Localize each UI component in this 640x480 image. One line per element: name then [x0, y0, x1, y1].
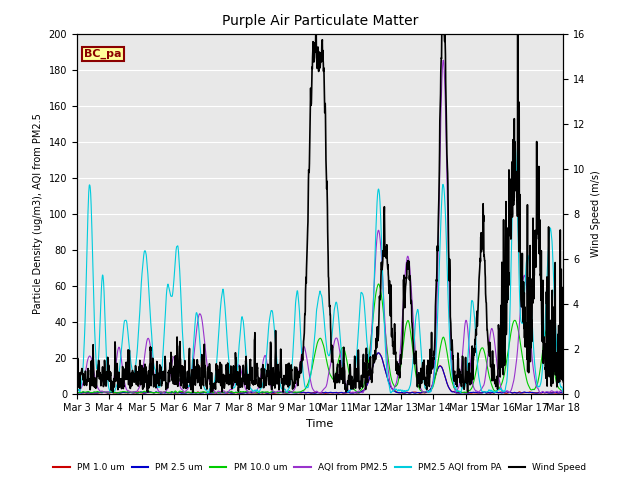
- X-axis label: Time: Time: [307, 419, 333, 429]
- Y-axis label: Particle Density (ug/m3), AQI from PM2.5: Particle Density (ug/m3), AQI from PM2.5: [33, 113, 43, 314]
- Title: Purple Air Particulate Matter: Purple Air Particulate Matter: [222, 14, 418, 28]
- Legend: PM 1.0 um, PM 2.5 um, PM 10.0 um, AQI from PM2.5, PM2.5 AQI from PA, Wind Speed: PM 1.0 um, PM 2.5 um, PM 10.0 um, AQI fr…: [50, 459, 590, 476]
- Text: BC_pa: BC_pa: [84, 49, 122, 59]
- Y-axis label: Wind Speed (m/s): Wind Speed (m/s): [591, 170, 601, 257]
